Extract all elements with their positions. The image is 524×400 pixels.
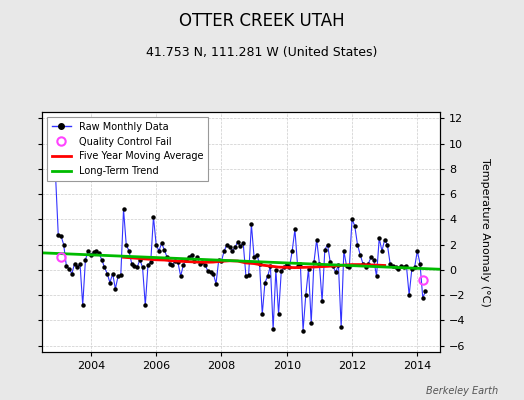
Legend: Raw Monthly Data, Quality Control Fail, Five Year Moving Average, Long-Term Tren: Raw Monthly Data, Quality Control Fail, … — [47, 117, 208, 181]
Text: OTTER CREEK UTAH: OTTER CREEK UTAH — [179, 12, 345, 30]
Text: 41.753 N, 111.281 W (United States): 41.753 N, 111.281 W (United States) — [146, 46, 378, 59]
Text: Berkeley Earth: Berkeley Earth — [425, 386, 498, 396]
Y-axis label: Temperature Anomaly (°C): Temperature Anomaly (°C) — [479, 158, 489, 306]
